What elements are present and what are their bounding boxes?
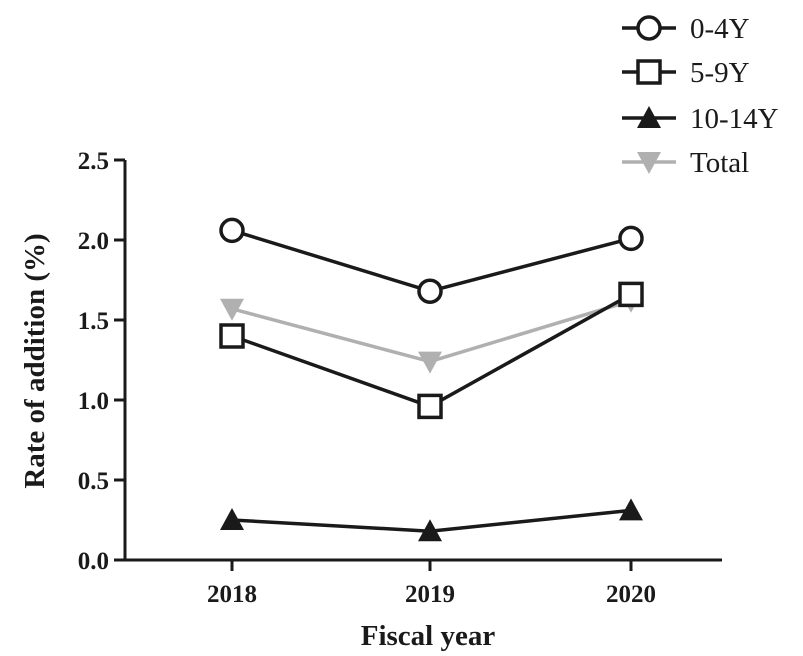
data-point-Total — [418, 351, 442, 374]
data-point-10-14Y — [418, 519, 442, 542]
legend-item: 10-14Y — [622, 103, 779, 135]
series-line-5-9Y — [231, 292, 632, 409]
y-tick-label: 0.0 — [78, 548, 109, 575]
y-tick-label: 2.5 — [78, 148, 109, 175]
legend-marker — [636, 59, 662, 85]
data-point-0-4Y — [219, 217, 245, 244]
y-axis-title: Rate of addition (%) — [19, 233, 51, 488]
y-tick-label: 1.0 — [78, 388, 109, 415]
x-tick-label: 2019 — [405, 581, 455, 608]
legend-item: 5-9Y — [622, 57, 750, 89]
legend-label: 5-9Y — [690, 57, 750, 89]
legend-label: 10-14Y — [690, 103, 779, 135]
y-axis: Rate of addition (%) 0.0 0.5 1.0 1.5 2.0 2.5 — [19, 148, 127, 575]
data-point-0-4Y — [417, 278, 443, 304]
legend-marker — [636, 15, 662, 41]
data-point-0-4Y — [618, 225, 644, 252]
legend: 0-4Y 5-9Y 10-14Y Total — [622, 13, 779, 179]
x-axis: Fiscal year 2018 2019 2020 — [125, 558, 722, 652]
x-axis-title: Fiscal year — [361, 620, 496, 652]
data-point-10-14Y — [220, 508, 244, 530]
data-point-5-9Y — [417, 393, 443, 420]
data-point-5-9Y — [618, 281, 644, 308]
legend-item: Total — [622, 147, 749, 179]
plot-area — [219, 217, 644, 542]
x-tick-label: 2018 — [207, 581, 257, 608]
data-point-5-9Y — [219, 323, 245, 349]
y-tick-label: 2.0 — [78, 228, 109, 255]
legend-item: 0-4Y — [622, 13, 750, 45]
y-tick-label: 1.5 — [78, 308, 109, 335]
legend-label: Total — [690, 147, 749, 179]
data-point-Total — [220, 298, 244, 321]
legend-marker — [637, 106, 661, 128]
legend-marker — [637, 152, 661, 174]
y-tick-label: 0.5 — [78, 468, 109, 495]
x-tick-label: 2020 — [606, 581, 656, 608]
legend-label: 0-4Y — [690, 13, 750, 45]
data-point-10-14Y — [619, 498, 643, 521]
